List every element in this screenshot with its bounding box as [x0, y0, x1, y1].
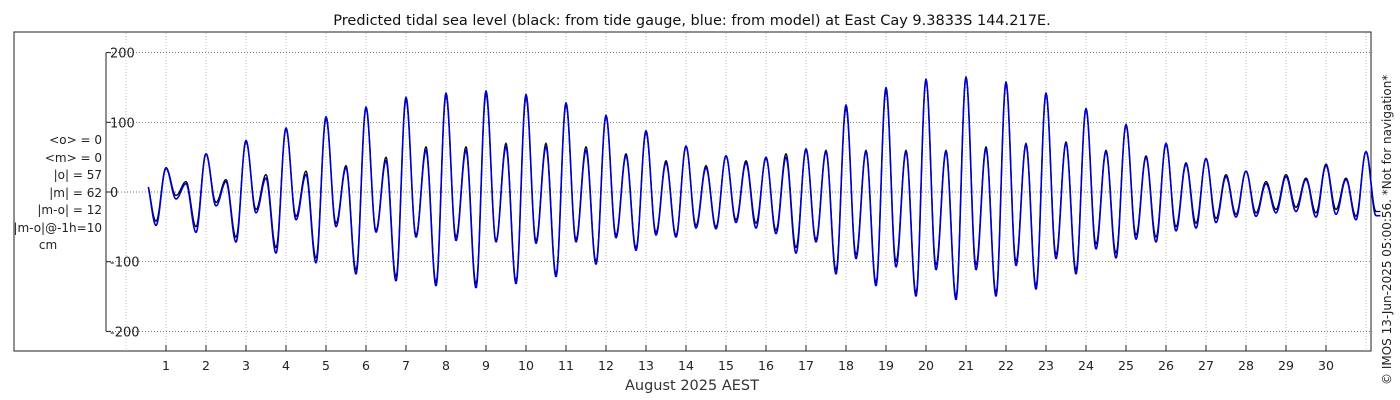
- stats-panel: <o> = 0 <m> = 0 |o| = 57 |m| = 62 |m-o| …: [8, 132, 102, 255]
- x-tick-label: 30: [1318, 358, 1334, 373]
- x-tick-label: 11: [558, 358, 574, 373]
- y-tick-label: 0: [110, 186, 118, 201]
- x-tick-label: 7: [402, 358, 410, 373]
- x-tick-label: 12: [598, 358, 614, 373]
- x-tick-label: 20: [918, 358, 934, 373]
- x-tick-label: 2: [202, 358, 210, 373]
- x-tick-label: 3: [242, 358, 250, 373]
- stat-abs-diff-lag: |m-o|@-1h=10: [13, 220, 102, 235]
- x-tick-label: 17: [798, 358, 814, 373]
- x-tick-label: 4: [282, 358, 290, 373]
- stat-abs-diff: |m-o| = 12: [37, 203, 102, 217]
- plot-area: [13, 31, 1372, 352]
- x-tick-label: 14: [678, 358, 694, 373]
- x-tick-label: 6: [362, 358, 370, 373]
- stat-abs-model: |m| = 62: [49, 185, 102, 200]
- stat-unit: cm: [38, 238, 58, 252]
- stat-mean-model: <m> = 0: [44, 150, 102, 165]
- x-tick-label: 23: [1038, 358, 1054, 373]
- x-tick-label: 25: [1118, 358, 1134, 373]
- stat-mean-obs: <o> = 0: [49, 133, 102, 147]
- x-tick-label: 21: [958, 358, 974, 373]
- series-line-1: [147, 76, 1381, 301]
- copyright-credit: © IMOS 13-Jun-2025 05:00:56. *Not for na…: [1380, 74, 1394, 385]
- x-tick-label: 9: [482, 358, 490, 373]
- chart-title: Predicted tidal sea level (black: from t…: [333, 13, 1050, 29]
- series-group: [147, 76, 1381, 301]
- x-axis-label: August 2025 AEST: [625, 378, 759, 394]
- x-tick-label: 27: [1198, 358, 1214, 373]
- y-axis: 200 100 0 -100 -200: [105, 47, 140, 340]
- x-tick-label: 29: [1278, 358, 1294, 373]
- x-tick-label: 1: [162, 358, 170, 373]
- x-tick-label: 24: [1078, 358, 1094, 373]
- x-tick-label: 8: [442, 358, 450, 373]
- x-tick-label: 5: [322, 358, 330, 373]
- x-tick-label: 28: [1238, 358, 1254, 373]
- y-tick-label: -100: [110, 256, 140, 271]
- x-tick-label: 16: [758, 358, 774, 373]
- y-tick-label: 200: [110, 47, 135, 62]
- x-tick-label: 15: [718, 358, 734, 373]
- x-tick-label: 26: [1158, 358, 1174, 373]
- x-tick-label: 10: [518, 358, 534, 373]
- x-axis: 1 2 3 4 5 6 7 8 9 10 11 12 13 14 15 16 17 18 19 20 21 22 23 24 2…: [162, 345, 1334, 373]
- x-tick-label: 13: [638, 358, 654, 373]
- y-tick-label: -200: [110, 325, 140, 340]
- stat-abs-obs: |o| = 57: [53, 168, 102, 182]
- x-tick-label: 18: [838, 358, 854, 373]
- x-tick-label: 22: [998, 358, 1014, 373]
- y-tick-label: 100: [110, 116, 135, 131]
- x-tick-label: 19: [878, 358, 894, 373]
